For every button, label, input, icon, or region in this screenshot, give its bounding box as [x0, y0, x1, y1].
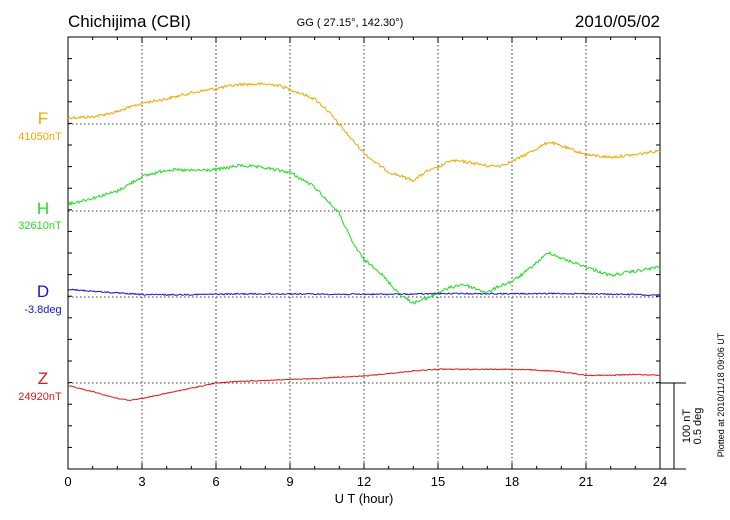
series-line-F: [67, 82, 661, 183]
station-title: Chichijima (CBI): [68, 12, 191, 31]
grid-lines: [68, 37, 660, 469]
x-tick-label: 9: [286, 474, 293, 489]
x-tick-label: 21: [579, 474, 593, 489]
x-tick-label: 12: [357, 474, 371, 489]
series-baseline-H: 32610nT: [18, 220, 62, 232]
x-axis-label: U T (hour): [335, 491, 394, 506]
series-label-Z: Z: [38, 369, 48, 388]
x-tick-label: 18: [505, 474, 519, 489]
series-line-Z: [67, 368, 661, 402]
series-line-D: [67, 288, 661, 297]
x-tick-label: 15: [431, 474, 445, 489]
scale-bar-deg-label: 0.5 deg: [692, 408, 704, 445]
series-layer: [67, 82, 661, 402]
series-label-H: H: [37, 199, 49, 218]
series-line-H: [67, 163, 661, 305]
station-coordinates: GG ( 27.15°, 142.30°): [297, 17, 404, 29]
series-baseline-D: -3.8deg: [24, 304, 61, 316]
x-tick-label: 0: [64, 474, 71, 489]
series-label-D: D: [37, 282, 49, 301]
series-baseline-F: 41050nT: [18, 131, 62, 143]
x-tick-label: 6: [212, 474, 219, 489]
x-tick-label: 24: [653, 474, 667, 489]
plotted-at-note: Plotted at 2010/11/18 09:06 UT: [716, 332, 726, 457]
chart-date: 2010/05/02: [575, 12, 660, 31]
scale-bar: 100 nT 0.5 deg: [660, 382, 704, 470]
series-label-F: F: [38, 109, 48, 128]
axis-ticks: [67, 36, 661, 470]
scale-bar-nt-label: 100 nT: [681, 409, 693, 444]
series-baseline-Z: 24920nT: [18, 391, 62, 403]
x-tick-label: 3: [138, 474, 145, 489]
